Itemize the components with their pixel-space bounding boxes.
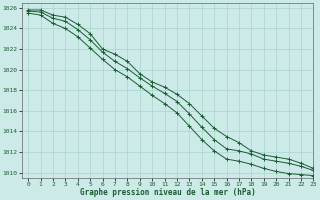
X-axis label: Graphe pression niveau de la mer (hPa): Graphe pression niveau de la mer (hPa) [80, 188, 256, 197]
